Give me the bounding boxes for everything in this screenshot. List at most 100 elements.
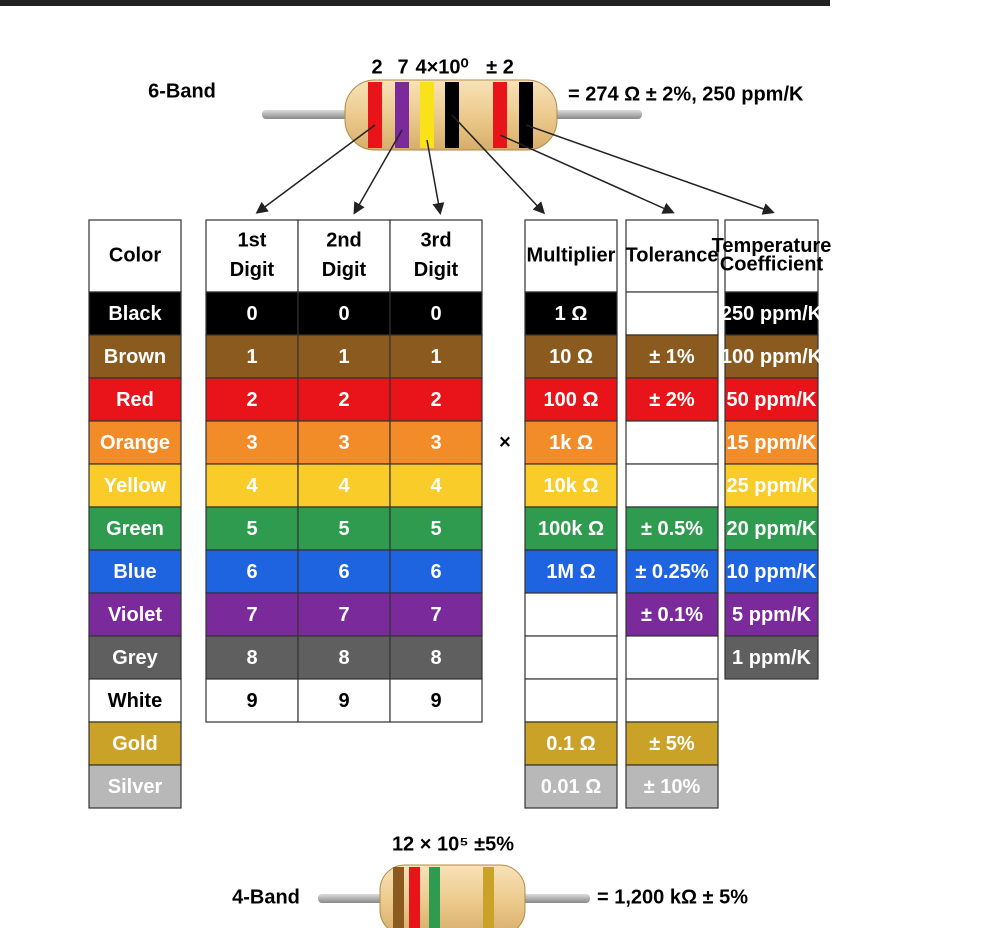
header-text: 2nd (326, 230, 362, 252)
digit-cell (297, 334, 391, 379)
digit-cell (297, 377, 391, 422)
digit-value: 3 (246, 432, 257, 454)
tempco-value: 20 ppm/K (726, 518, 817, 540)
digit-value: 8 (246, 647, 257, 669)
digit-value: 0 (246, 303, 257, 325)
digit-cell (389, 506, 483, 551)
digit-value: 5 (246, 518, 257, 540)
color-name: Yellow (104, 475, 167, 497)
band-code: 2 (371, 56, 382, 78)
six-band-label: 6-Band (148, 80, 216, 102)
digit-value: 9 (430, 690, 441, 712)
digit-cell (205, 549, 299, 594)
tolerance-cell (625, 463, 719, 508)
tolerance-cell (625, 506, 719, 551)
digit-cell (205, 592, 299, 637)
multiplier-cell (524, 764, 618, 809)
color-cell (88, 463, 182, 508)
color-cell (88, 291, 182, 336)
tolerance-cell (625, 549, 719, 594)
digit-cell (297, 678, 391, 723)
digit-value: 4 (338, 475, 350, 497)
tempco-cell (724, 420, 819, 465)
tolerance-value: ± 0.1% (641, 604, 703, 626)
color-cell (88, 506, 182, 551)
tempco-cell (724, 291, 819, 336)
digit-value: 5 (430, 518, 441, 540)
digit-value: 9 (246, 690, 257, 712)
digit-value: 5 (338, 518, 349, 540)
color-cell (88, 764, 182, 809)
digit-cell (297, 549, 391, 594)
color-name: Black (108, 303, 162, 325)
digit-value: 0 (338, 303, 349, 325)
multiplier-value: 100k Ω (538, 518, 604, 540)
multiplier-cell (524, 678, 618, 723)
multiplier-cell (524, 506, 618, 551)
multiplier-value: 1M Ω (546, 561, 595, 583)
tolerance-cell (625, 635, 719, 680)
header-text: 1st (238, 230, 267, 252)
color-name: White (108, 690, 162, 712)
header-text: Digit (322, 259, 367, 281)
color-name: Grey (112, 647, 158, 669)
digit-value: 3 (430, 432, 441, 454)
digit-value: 4 (246, 475, 258, 497)
tempco-value: 5 ppm/K (732, 604, 811, 626)
digit-cell (297, 635, 391, 680)
header-cell (625, 219, 719, 293)
header-cell (389, 219, 483, 293)
four-band-result: = 1,200 kΩ ± 5% (597, 886, 748, 908)
header-text: 3rd (420, 230, 451, 252)
tolerance-value: ± 0.5% (641, 518, 703, 540)
tempco-value: 50 ppm/K (726, 389, 817, 411)
multiplier-value: 1 Ω (555, 303, 588, 325)
digit-value: 2 (246, 389, 257, 411)
digit-value: 9 (338, 690, 349, 712)
digit-value: 6 (246, 561, 257, 583)
top-bar (0, 0, 830, 6)
digit-value: 2 (338, 389, 349, 411)
color-cell (88, 549, 182, 594)
four-band-resistor (318, 864, 590, 928)
multiplier-cell (524, 377, 618, 422)
multiplier-cell (524, 291, 618, 336)
tempco-value: 250 ppm/K (721, 303, 823, 325)
multiplier-value: 0.1 Ω (546, 733, 595, 755)
color-cell (88, 377, 182, 422)
multiplier-value: 1k Ω (549, 432, 593, 454)
digit-cell (205, 334, 299, 379)
digit-cell (389, 377, 483, 422)
tolerance-cell (625, 377, 719, 422)
multiplier-value: 0.01 Ω (541, 776, 602, 798)
multiplier-cell (524, 635, 618, 680)
four-band-code: 12 × 10⁵ ±5% (392, 833, 514, 855)
color-name: Brown (104, 346, 166, 368)
tempco-value: 25 ppm/K (726, 475, 817, 497)
digit-cell (297, 291, 391, 336)
tolerance-value: ± 5% (649, 733, 695, 755)
multiplier-value: 10 Ω (549, 346, 593, 368)
digit-value: 4 (430, 475, 442, 497)
digit-cell (205, 377, 299, 422)
digit-value: 6 (430, 561, 441, 583)
digit-value: 7 (246, 604, 257, 626)
color-name: Orange (100, 432, 170, 454)
header-text: Coefficient (720, 253, 824, 275)
digit-value: 7 (430, 604, 441, 626)
digit-value: 7 (338, 604, 349, 626)
color-name: Blue (113, 561, 156, 583)
tempco-cell (724, 592, 819, 637)
digit-value: 3 (338, 432, 349, 454)
digit-value: 1 (338, 346, 349, 368)
color-cell (88, 592, 182, 637)
digit-value: 1 (246, 346, 257, 368)
tolerance-value: ± 0.25% (635, 561, 708, 583)
color-name: Gold (112, 733, 158, 755)
header-text: Color (109, 244, 161, 266)
tempco-value: 100 ppm/K (721, 346, 823, 368)
digit-value: 8 (338, 647, 349, 669)
multiplier-value: 10k Ω (544, 475, 599, 497)
